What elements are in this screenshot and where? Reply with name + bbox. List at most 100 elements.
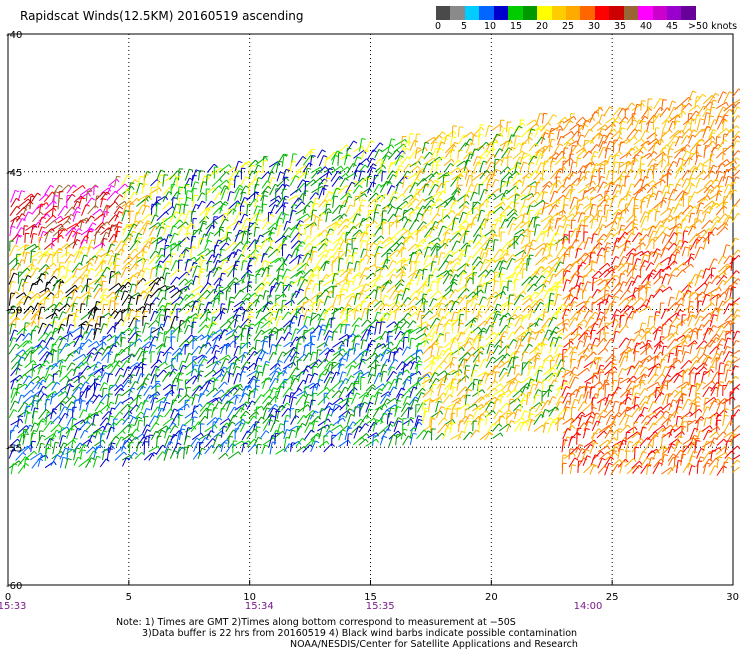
wind-barb bbox=[506, 258, 513, 271]
wind-barb bbox=[492, 192, 504, 201]
wind-barb bbox=[547, 300, 551, 313]
wind-barb bbox=[323, 278, 335, 287]
wind-barb bbox=[456, 160, 465, 167]
wind-barb-feather bbox=[513, 216, 517, 220]
wind-barb-feather bbox=[734, 159, 737, 164]
wind-barb bbox=[213, 192, 220, 201]
wind-barb bbox=[598, 134, 604, 146]
wind-barb bbox=[150, 297, 157, 307]
wind-barb-feather bbox=[648, 306, 652, 311]
wind-barb bbox=[430, 161, 435, 174]
wind-barb bbox=[415, 297, 424, 306]
wind-barb-feather bbox=[614, 245, 619, 248]
wind-barb bbox=[261, 171, 269, 180]
wind-barb bbox=[526, 205, 531, 216]
wind-barb-feather bbox=[76, 239, 81, 242]
wind-barb-feather bbox=[49, 247, 54, 251]
wind-barb-feather bbox=[592, 117, 596, 121]
wind-barb bbox=[169, 287, 178, 294]
wind-barb-feather bbox=[610, 155, 615, 158]
wind-barb bbox=[711, 275, 718, 284]
wind-barb-feather bbox=[560, 125, 563, 130]
wind-barb-feather bbox=[577, 248, 582, 250]
wind-barb bbox=[177, 241, 180, 252]
wind-barb bbox=[610, 301, 613, 313]
wind-barb bbox=[639, 156, 642, 168]
wind-barb-feather bbox=[483, 160, 488, 163]
wind-barb-feather bbox=[249, 284, 253, 289]
wind-barb-feather bbox=[697, 236, 702, 239]
wind-barb-feather bbox=[425, 281, 430, 284]
wind-barb bbox=[64, 254, 72, 264]
wind-barb-feather bbox=[531, 185, 536, 188]
wind-barb-feather bbox=[359, 222, 363, 227]
wind-barb-feather bbox=[644, 175, 649, 179]
wind-barb-feather bbox=[313, 301, 318, 304]
wind-barb bbox=[339, 282, 346, 294]
wind-barb bbox=[568, 205, 576, 215]
wind-barb bbox=[366, 233, 373, 244]
colorbar-segment bbox=[652, 6, 667, 20]
wind-barb bbox=[540, 132, 546, 145]
wind-barb bbox=[617, 240, 629, 250]
wind-barb bbox=[141, 220, 149, 229]
wind-barb-feather bbox=[456, 190, 461, 194]
wind-barb bbox=[414, 252, 420, 265]
wind-barb bbox=[484, 259, 493, 271]
wind-barb-feather bbox=[225, 187, 230, 190]
wind-barb bbox=[596, 247, 603, 257]
wind-barb-feather bbox=[166, 286, 171, 288]
wind-barb bbox=[316, 301, 321, 313]
wind-barb bbox=[66, 261, 70, 272]
wind-barb bbox=[437, 252, 442, 266]
wind-barb-feather bbox=[433, 297, 438, 301]
wind-barb-feather bbox=[399, 155, 404, 158]
wind-barb-feather bbox=[493, 234, 498, 237]
wind-barb bbox=[478, 296, 484, 306]
wind-barb bbox=[696, 209, 700, 223]
wind-barb-feather bbox=[195, 275, 200, 278]
wind-barb-feather bbox=[632, 297, 637, 301]
wind-barb-feather bbox=[465, 294, 470, 299]
wind-barb-feather bbox=[564, 238, 569, 241]
wind-barb-feather bbox=[255, 159, 259, 164]
wind-barb bbox=[373, 300, 382, 308]
wind-barb bbox=[708, 202, 718, 210]
wind-barb bbox=[253, 227, 256, 237]
wind-barb bbox=[359, 232, 366, 243]
wind-barb-feather bbox=[340, 165, 344, 170]
wind-barb-feather bbox=[717, 143, 722, 148]
wind-barb bbox=[485, 154, 494, 165]
wind-barb bbox=[171, 303, 177, 315]
wind-barb bbox=[605, 155, 611, 166]
wind-barb bbox=[723, 144, 732, 153]
wind-barb bbox=[246, 257, 252, 271]
wind-barb-feather bbox=[241, 306, 245, 311]
wind-barb-feather bbox=[597, 288, 602, 292]
wind-barb-feather bbox=[124, 183, 129, 188]
wind-barb bbox=[723, 190, 731, 202]
wind-barb-feather bbox=[633, 267, 637, 271]
wind-barb bbox=[674, 190, 684, 201]
wind-barb bbox=[555, 225, 560, 236]
wind-barb-feather bbox=[356, 274, 361, 277]
wind-barb-feather bbox=[716, 275, 721, 279]
wind-barb bbox=[415, 283, 426, 293]
wind-barb bbox=[659, 174, 664, 186]
wind-barb-feather bbox=[723, 133, 728, 136]
wind-barb-feather bbox=[551, 243, 556, 246]
wind-barb-feather bbox=[260, 267, 265, 272]
wind-barb bbox=[381, 279, 391, 287]
wind-barb bbox=[240, 260, 244, 271]
wind-barb bbox=[121, 294, 130, 306]
wind-barb bbox=[260, 238, 268, 250]
wind-barb bbox=[597, 224, 603, 236]
wind-barb-feather bbox=[689, 281, 694, 284]
wind-barb bbox=[134, 212, 137, 223]
wind-barb bbox=[429, 204, 433, 216]
wind-barb bbox=[366, 176, 369, 188]
wind-barb-feather bbox=[665, 185, 670, 188]
wind-barb-feather bbox=[103, 303, 108, 306]
wind-barb-feather bbox=[299, 220, 304, 223]
wind-barb-feather bbox=[265, 290, 270, 293]
